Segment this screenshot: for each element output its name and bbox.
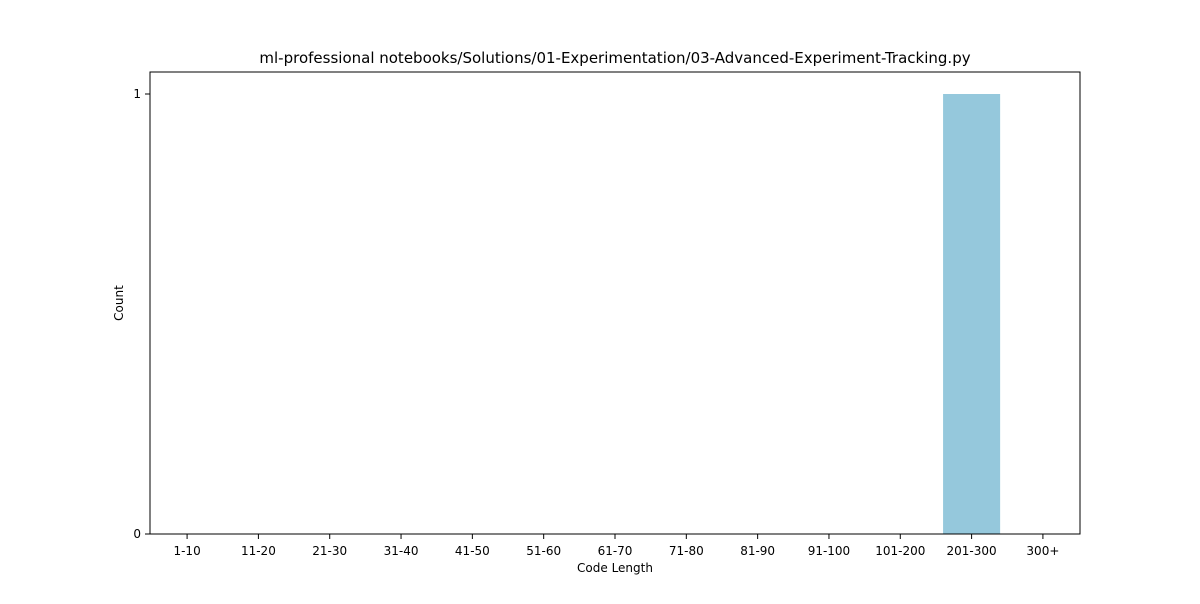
- x-tick-label: 21-30: [312, 544, 347, 558]
- x-tick-label: 201-300: [947, 544, 997, 558]
- chart-title: ml-professional notebooks/Solutions/01-E…: [259, 49, 970, 67]
- x-tick-label: 61-70: [598, 544, 633, 558]
- bars-layer: [943, 94, 1001, 534]
- y-tick-label: 0: [133, 527, 141, 541]
- y-axis: 01: [133, 87, 150, 541]
- y-axis-label: Count: [112, 285, 126, 321]
- x-tick-label: 41-50: [455, 544, 490, 558]
- x-tick-label: 300+: [1026, 544, 1059, 558]
- x-tick-label: 11-20: [241, 544, 276, 558]
- y-tick-label: 1: [133, 87, 141, 101]
- x-axis-label: Code Length: [577, 561, 653, 575]
- x-tick-label: 91-100: [808, 544, 851, 558]
- x-tick-label: 31-40: [384, 544, 419, 558]
- x-tick-label: 1-10: [173, 544, 200, 558]
- bar-201-300: [943, 94, 1001, 534]
- x-tick-label: 51-60: [526, 544, 561, 558]
- x-tick-label: 101-200: [875, 544, 925, 558]
- x-axis: 1-10 11-20 21-30 31-40 41-50 51-60 61-70 71-80 8…: [173, 534, 1059, 558]
- x-tick-label: 71-80: [669, 544, 704, 558]
- x-tick-label: 81-90: [740, 544, 775, 558]
